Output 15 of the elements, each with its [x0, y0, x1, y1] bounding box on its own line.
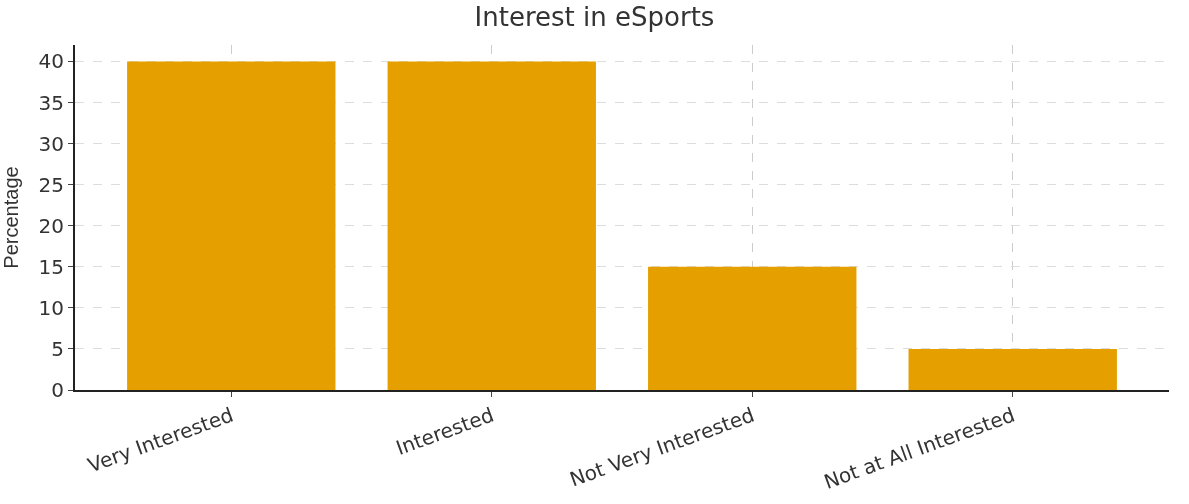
y-tick-label: 40: [38, 49, 64, 74]
y-tick-label: 35: [38, 90, 64, 115]
bar: [127, 61, 336, 390]
bar: [908, 348, 1117, 390]
y-tick-label: 5: [51, 336, 64, 361]
y-tick-label: 20: [38, 213, 64, 238]
y-tick-label: 30: [38, 131, 64, 156]
y-tick-label: 15: [38, 254, 64, 279]
y-tick-label: 10: [38, 295, 64, 320]
y-tick-label: 0: [51, 378, 64, 402]
bar: [648, 266, 857, 390]
chart-title: Interest in eSports: [474, 1, 715, 32]
bar: [387, 61, 596, 390]
y-tick-label: 25: [38, 172, 64, 197]
y-axis-title: Percentage: [0, 166, 22, 269]
